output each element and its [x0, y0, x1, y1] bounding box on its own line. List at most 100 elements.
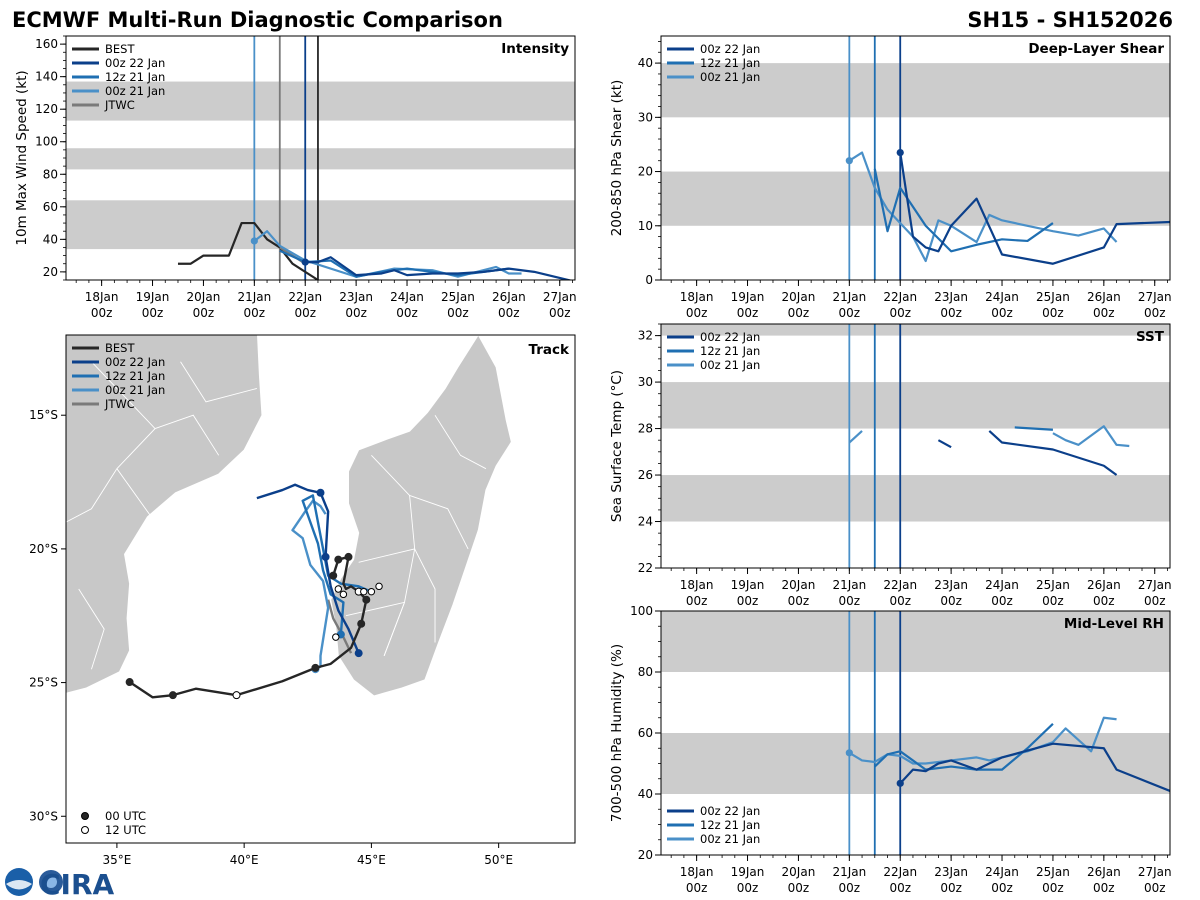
sst-panel: 18Jan 00z 19Jan 00z 20Jan 00z 21Jan 00z 22Jan 00z… — [609, 323, 1172, 608]
intensity-x-tick-label-line: 00z — [294, 306, 316, 320]
rh-legend-label: 12z 21 Jan — [700, 818, 760, 832]
intensity-legend-label: 12z 21 Jan — [105, 70, 165, 84]
sst-legend-label: 12z 21 Jan — [700, 344, 760, 358]
track-line — [291, 499, 330, 671]
track-line — [256, 483, 360, 654]
track-point-12utc — [332, 633, 340, 641]
rh-y-tick-label: 60 — [638, 726, 653, 740]
rh-legend-label: 00z 22 Jan — [700, 804, 760, 818]
intensity-band-2 — [66, 81, 575, 121]
shear-x-tick-label-line: 00z — [991, 306, 1013, 320]
sst-x-tick-label: 26Jan 00z — [1087, 578, 1121, 608]
rh-series-start-point — [896, 779, 904, 787]
intensity-series-start-point — [250, 237, 258, 245]
intensity-x-tick-label: 23Jan 00z — [339, 290, 373, 320]
intensity-x-tick-label-line: 00z — [447, 306, 469, 320]
intensity-x-tick-label-line: 00z — [244, 306, 266, 320]
shear-x-tick-label: 24Jan 00z — [985, 290, 1019, 320]
africa-landmass — [66, 335, 263, 694]
track-y-tick-label: 25°S — [29, 676, 58, 690]
admin-boundary — [434, 414, 487, 470]
track-y-tick-label: 15°S — [29, 408, 58, 422]
sst-y-tick-label: 30 — [638, 375, 653, 389]
intensity-y-tick-label: 20 — [43, 265, 58, 279]
rh-x-tick-label-line: 00z — [1093, 881, 1115, 895]
sst-x-tick-label-line: 23Jan — [934, 578, 968, 592]
sst-x-tick-label-line: 00z — [940, 594, 962, 608]
track-point — [344, 552, 353, 561]
shear-series-start-point — [845, 157, 853, 165]
rh-y-tick-label: 80 — [638, 665, 653, 679]
intensity-y-axis-label: 10m Max Wind Speed (kt) — [14, 70, 30, 245]
shear-x-tick-label-line: 00z — [940, 306, 962, 320]
rh-x-tick-label-line: 21Jan — [832, 865, 866, 879]
intensity-x-tick-label-line: 00z — [396, 306, 418, 320]
track-marker-legend-label: 00 UTC — [105, 809, 146, 823]
intensity-y-tick-label: 100 — [35, 135, 58, 149]
shear-x-tick-label: 21Jan 00z — [832, 290, 866, 320]
intensity-y-tick-label: 80 — [43, 167, 58, 181]
shear-x-tick-label: 19Jan 00z — [731, 290, 765, 320]
rh-x-tick-label: 19Jan 00z — [731, 865, 765, 895]
sst-y-tick-label: 32 — [638, 329, 653, 343]
rh-series-line — [874, 723, 1054, 771]
sst-x-tick-label-line: 00z — [737, 594, 759, 608]
sst-series-line — [988, 430, 1118, 476]
intensity-series-start-point — [301, 258, 309, 266]
intensity-x-tick-label-line: 00z — [345, 306, 367, 320]
rh-x-tick-label-line: 19Jan — [731, 865, 765, 879]
sst-x-tick-label: 19Jan 00z — [731, 578, 765, 608]
intensity-x-tick-label-line: 19Jan — [136, 290, 170, 304]
sst-x-tick-label-line: 19Jan — [731, 578, 765, 592]
track-marker-legend-symbol — [81, 812, 89, 820]
track-legend-label: 12z 21 Jan — [105, 369, 165, 383]
rh-x-tick-label: 18Jan 00z — [680, 865, 714, 895]
sst-x-tick-label-line: 18Jan — [680, 578, 714, 592]
intensity-x-tick-label: 26Jan 00z — [492, 290, 526, 320]
shear-series-start-point — [896, 148, 904, 157]
track-marker-legend-symbol — [81, 826, 89, 834]
shear-band-0 — [661, 171, 1170, 226]
admin-boundary — [78, 588, 105, 670]
intensity-series-line — [177, 221, 319, 280]
intensity-y-tick-label: 120 — [35, 102, 58, 116]
track-y-tick-label: 20°S — [29, 542, 58, 556]
rh-x-tick-label: 25Jan 00z — [1036, 865, 1070, 895]
shear-x-tick-label-line: 00z — [889, 306, 911, 320]
sst-x-tick-label-line: 00z — [991, 594, 1013, 608]
rh-x-tick-label: 21Jan 00z — [832, 865, 866, 895]
sst-legend-label: 00z 22 Jan — [700, 330, 760, 344]
cira-logo-text: CIRA — [40, 868, 115, 900]
admin-boundary — [409, 494, 469, 550]
shear-x-tick-label: 26Jan 00z — [1087, 290, 1121, 320]
shear-legend-label: 12z 21 Jan — [700, 56, 760, 70]
shear-x-tick-label-line: 22Jan — [883, 290, 917, 304]
track-point — [357, 619, 366, 628]
rh-x-tick-label-line: 20Jan — [782, 865, 816, 879]
rh-x-tick-label-line: 00z — [1144, 881, 1166, 895]
rh-x-tick-label: 20Jan 00z — [782, 865, 816, 895]
rh-x-tick-label-line: 26Jan — [1087, 865, 1121, 879]
admin-boundary — [358, 548, 436, 643]
sst-x-tick-label-line: 22Jan — [883, 578, 917, 592]
intensity-panel-title: Intensity — [501, 41, 569, 57]
rh-x-tick-label: 26Jan 00z — [1087, 865, 1121, 895]
intensity-x-tick-label: 19Jan 00z — [136, 290, 170, 320]
track-point-12utc — [367, 587, 376, 596]
rh-series-line — [899, 742, 1170, 792]
intensity-x-tick-label-line: 23Jan — [339, 290, 373, 304]
shear-x-tick-label: 18Jan 00z — [680, 290, 714, 320]
track-panel: 35°E 40°E 45°E 50°E 15°S 20°S 25°S 30°S Track BES… — [29, 334, 576, 867]
rh-x-tick-label-line: 00z — [991, 881, 1013, 895]
track-lines — [125, 483, 383, 700]
sst-x-tick-label: 24Jan 00z — [985, 578, 1019, 608]
intensity-x-tick-label: 27Jan 00z — [543, 290, 577, 320]
sst-frame — [660, 323, 1171, 569]
intensity-band-1 — [66, 148, 575, 170]
shear-series-line — [873, 168, 1054, 253]
shear-x-tick-label-line: 27Jan — [1138, 290, 1172, 304]
intensity-x-tick-label-line: 26Jan — [492, 290, 526, 304]
track-line — [326, 599, 353, 654]
rh-y-tick-label: 40 — [638, 787, 653, 801]
track-point — [125, 678, 134, 687]
